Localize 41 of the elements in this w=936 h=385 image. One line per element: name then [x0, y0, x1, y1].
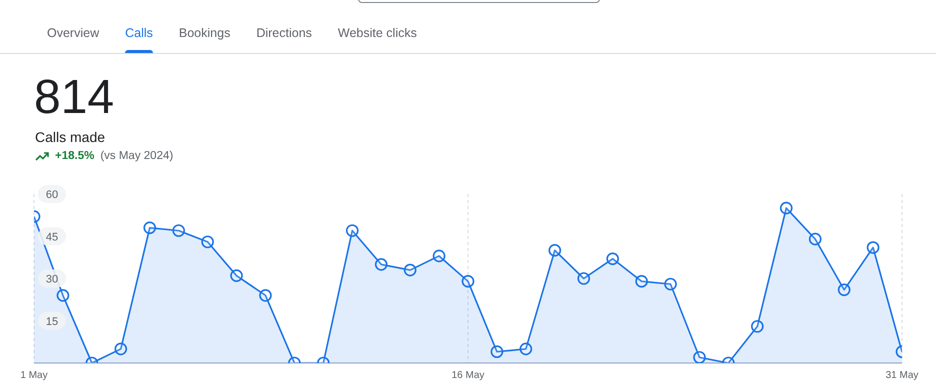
y-tick-label: 15	[46, 316, 58, 328]
y-tick-label: 30	[46, 274, 58, 286]
point	[143, 222, 156, 234]
x-tick-label: 1 May	[20, 370, 48, 382]
point	[548, 244, 562, 257]
point	[838, 283, 850, 296]
point	[808, 232, 822, 246]
y-tick-label: 45	[46, 231, 58, 244]
point	[374, 258, 388, 271]
y-tick-label: 60	[46, 189, 58, 201]
text: +18.5%	[55, 150, 94, 162]
point	[780, 202, 793, 214]
text: Website clicks	[338, 26, 417, 40]
point	[172, 224, 185, 237]
point	[520, 342, 532, 356]
point	[230, 269, 243, 282]
point	[432, 250, 446, 262]
point	[693, 351, 706, 363]
chart-subtitle: Calls made	[35, 129, 106, 145]
point	[346, 224, 359, 237]
point	[490, 345, 504, 358]
x-tick-label: 31 May	[886, 370, 918, 382]
point	[114, 342, 128, 356]
point	[751, 320, 764, 333]
chart-title: 814	[34, 70, 114, 126]
text: Overview	[47, 26, 100, 40]
point	[56, 289, 70, 302]
point	[635, 275, 648, 288]
point	[606, 252, 619, 266]
text: Calls	[125, 26, 153, 40]
x-tick-label: 16 May	[452, 370, 484, 382]
text: Directions	[256, 26, 312, 40]
point	[866, 241, 880, 254]
text: Bookings	[178, 26, 230, 40]
point	[404, 264, 416, 276]
point	[577, 272, 590, 285]
point	[201, 236, 214, 248]
point	[462, 275, 474, 288]
point	[664, 278, 677, 290]
point	[259, 289, 272, 302]
text: (vs May 2024)	[100, 150, 174, 162]
